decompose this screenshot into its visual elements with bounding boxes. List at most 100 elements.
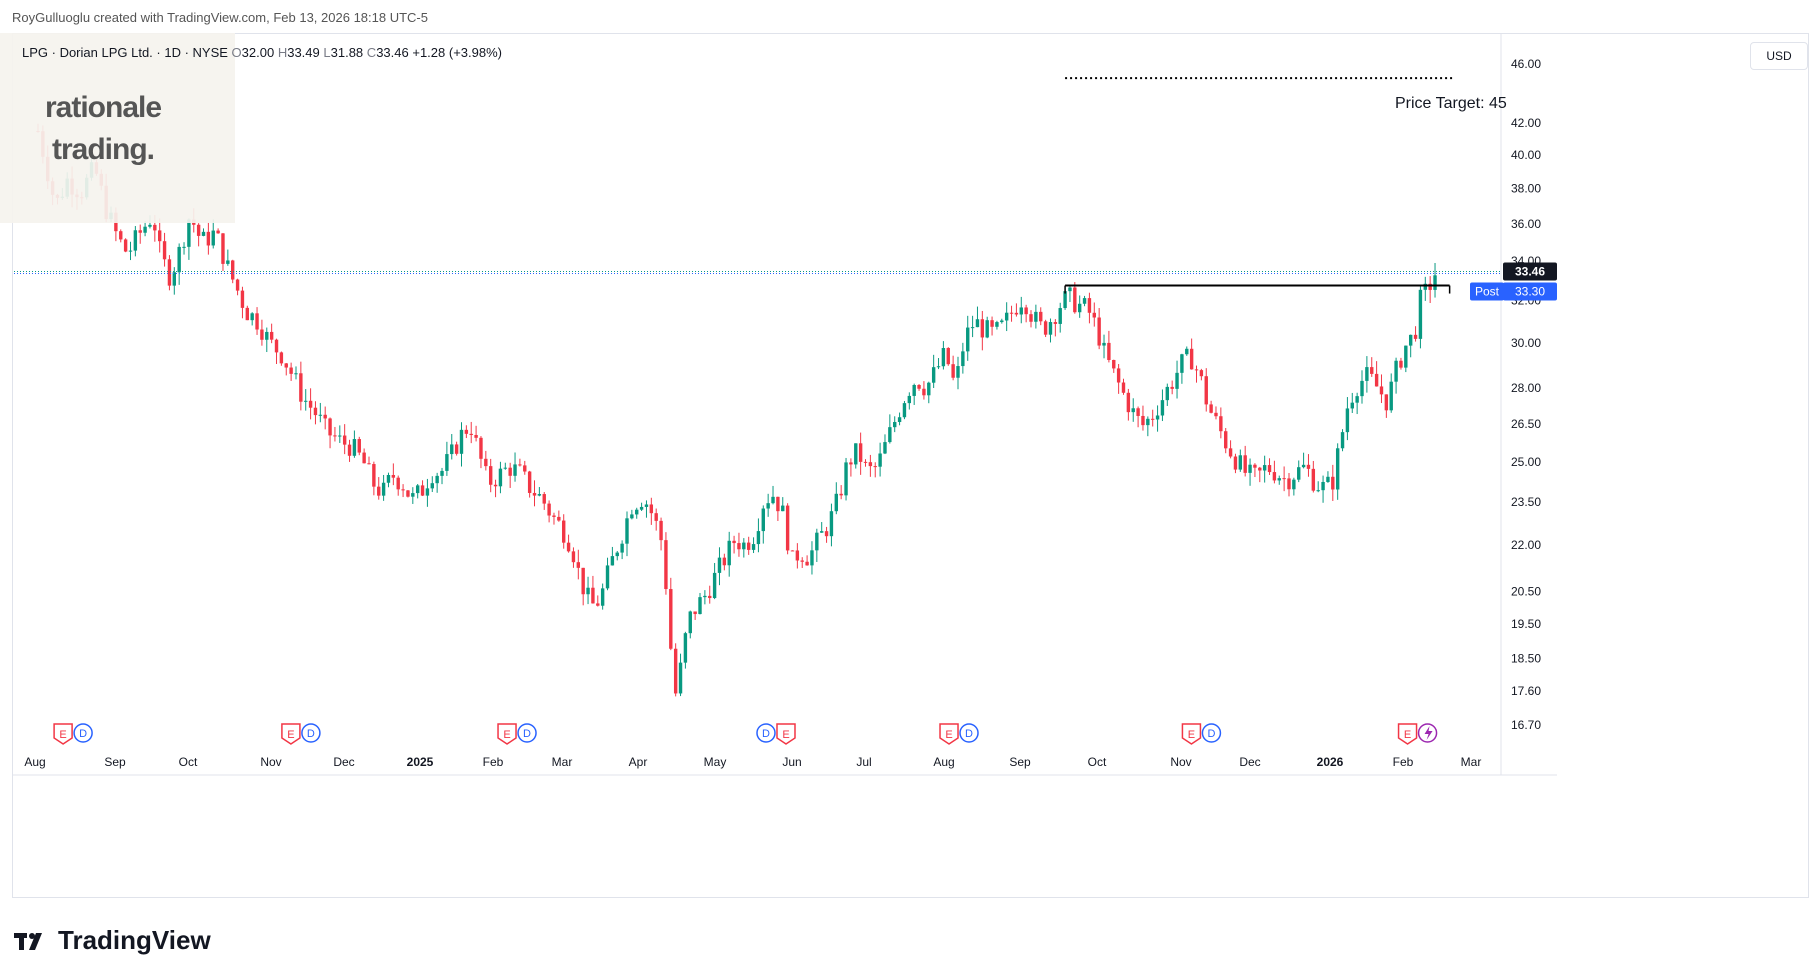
candle-body	[1370, 367, 1374, 374]
candle-body	[537, 494, 542, 496]
candle-body	[172, 272, 176, 286]
candle-body	[708, 595, 712, 599]
last-price-badge-text: 33.46	[1515, 265, 1545, 279]
candle-body	[966, 327, 970, 352]
candle-body	[571, 551, 576, 563]
candle-body	[425, 488, 430, 496]
candle-body	[274, 339, 279, 353]
x-tick-label: Dec	[1239, 755, 1260, 769]
event-marker-d[interactable]: D	[959, 723, 979, 743]
candle-body	[946, 348, 950, 365]
event-marker-d[interactable]: D	[756, 723, 776, 743]
y-tick-label: 23.50	[1511, 495, 1541, 509]
candle-body	[1175, 372, 1179, 389]
candle-body	[479, 437, 483, 459]
candle-body	[1428, 283, 1432, 290]
y-tick-label: 20.50	[1511, 584, 1541, 598]
candle-body	[255, 313, 259, 330]
event-marker-e[interactable]: E	[53, 723, 73, 745]
candle-body	[1209, 404, 1213, 413]
candle-body	[1301, 464, 1306, 468]
currency-button[interactable]: USD	[1750, 42, 1808, 70]
event-marker-e[interactable]: E	[1181, 723, 1202, 745]
x-tick-label: Nov	[1170, 755, 1191, 769]
y-tick-label: 25.00	[1511, 455, 1541, 469]
candle-body	[951, 364, 955, 378]
candles	[36, 123, 1437, 697]
candle-body	[1000, 320, 1004, 323]
earnings-icon	[776, 723, 796, 745]
candle-body	[157, 230, 162, 242]
candle-body	[897, 417, 902, 423]
candle-body	[1053, 322, 1058, 324]
chart-frame	[12, 33, 1809, 898]
candle-body	[688, 611, 692, 634]
candle-body	[576, 562, 581, 568]
event-marker-d[interactable]: D	[1201, 723, 1222, 743]
earnings-letter: E	[945, 729, 952, 741]
dividend-icon	[756, 723, 776, 743]
candle-body	[367, 463, 371, 465]
candle-body	[182, 246, 186, 248]
candle-body	[761, 508, 765, 532]
candle-body	[591, 587, 595, 604]
dividend-letter: D	[762, 728, 770, 740]
event-marker-s[interactable]	[1417, 723, 1438, 743]
dividend-letter: D	[965, 728, 973, 740]
candle-body	[829, 511, 834, 537]
x-tick-label: May	[704, 755, 727, 769]
x-tick-label: Mar	[1461, 755, 1482, 769]
candle-body	[649, 504, 654, 514]
candle-body	[138, 230, 142, 233]
x-tick-label: Nov	[260, 755, 281, 769]
candle-body	[1165, 386, 1170, 401]
event-marker-e[interactable]: E	[497, 723, 517, 745]
price-target-label: Price Target: 45	[1395, 95, 1507, 112]
candle-body	[562, 520, 566, 543]
candle-body	[1112, 359, 1116, 369]
event-marker-d[interactable]: D	[301, 723, 321, 743]
candle-body	[1433, 275, 1437, 290]
close-value: 33.46	[376, 45, 409, 60]
candle-body	[1306, 464, 1311, 469]
x-tick-label: Aug	[24, 755, 45, 769]
y-tick-label: 17.60	[1511, 684, 1541, 698]
event-marker-e[interactable]: E	[281, 723, 301, 745]
y-tick-label: 18.50	[1511, 651, 1541, 665]
candle-body	[532, 492, 537, 496]
candle-body	[961, 351, 965, 367]
candle-body	[1155, 415, 1160, 420]
candle-body	[279, 352, 284, 364]
candle-body	[201, 231, 206, 236]
candle-body	[912, 384, 916, 396]
x-tick-label: 2026	[1317, 755, 1344, 769]
x-tick-label: Jul	[856, 755, 871, 769]
candle-body	[693, 611, 697, 615]
candle-body	[766, 503, 770, 509]
event-marker-e[interactable]: E	[776, 723, 796, 745]
y-tick-label: 22.00	[1511, 538, 1541, 552]
candle-body	[352, 439, 357, 456]
candle-body	[1136, 408, 1140, 416]
candle-body	[917, 384, 921, 389]
candle-body	[737, 543, 741, 550]
event-marker-e[interactable]: E	[939, 723, 959, 745]
watermark-panel: rationale trading.	[0, 33, 235, 223]
candle-body	[119, 231, 123, 240]
y-tick-label: 40.00	[1511, 148, 1541, 162]
candle-body	[1151, 418, 1155, 420]
candle-body	[615, 552, 619, 557]
candle-body	[284, 363, 288, 368]
candle-body	[1024, 307, 1028, 315]
event-marker-d[interactable]: D	[73, 723, 93, 743]
candle-body	[795, 550, 800, 561]
candle-body	[703, 595, 707, 598]
candle-body	[1131, 408, 1135, 413]
candle-body	[1039, 311, 1043, 322]
event-marker-d[interactable]: D	[517, 723, 537, 743]
event-marker-e[interactable]: E	[1397, 723, 1418, 745]
candle-body	[206, 231, 211, 246]
candle-body	[347, 444, 352, 456]
